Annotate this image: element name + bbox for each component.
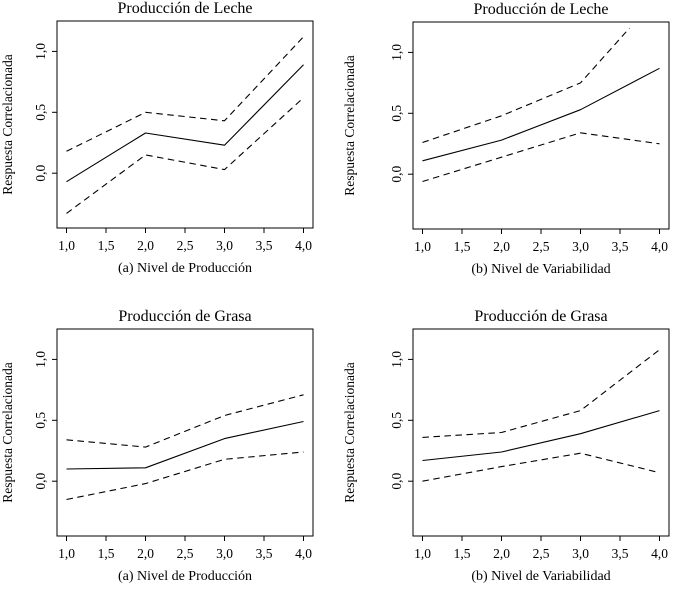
x-tick-label: 3,0 (572, 239, 589, 254)
chart-title: Producción de Leche (473, 1, 608, 18)
x-tick-label: 1,5 (454, 546, 471, 561)
series-central-estimate (66, 420, 304, 470)
series-lower-dashed-band (422, 452, 660, 482)
y-tick-label: 1,0 (33, 43, 48, 60)
x-tick-label: 2,0 (137, 546, 154, 561)
x-tick-label: 4,0 (295, 546, 312, 561)
x-tick-label: 2,5 (533, 239, 550, 254)
x-axis-label: (a) Nivel de Producción (118, 261, 252, 276)
x-tick-label: 2,0 (493, 546, 510, 561)
x-tick-label: 3,0 (216, 546, 233, 561)
chart-title: Producción de Grasa (474, 308, 607, 325)
y-tick-label: 0,0 (33, 165, 48, 182)
chart-canvas-bottom-right: Producción de Grasa 1,0 1,5 2,0 2,5 3,0 3,5 4,0… (344, 308, 670, 584)
series-upper-dashed-band (66, 394, 304, 448)
x-tick-label: 3,5 (256, 546, 273, 561)
y-tick-label: 0,5 (33, 412, 48, 429)
x-tick-label: 2,5 (177, 238, 194, 253)
x-tick-label: 4,0 (651, 546, 668, 561)
x-tick-label: 3,0 (216, 238, 233, 253)
x-axis-label: (a) Nivel de Producción (118, 569, 252, 584)
series-upper-dashed-band (422, 27, 630, 144)
x-axis-label: (b) Nivel de Variabilidad (471, 262, 610, 277)
series-upper-dashed-band (66, 36, 304, 152)
y-tick-label: 0,5 (389, 412, 404, 429)
series-central-estimate (422, 67, 660, 162)
y-tick-label: 0,5 (389, 105, 404, 122)
y-tick-label: 0,0 (389, 166, 404, 183)
x-tick-label: 1,5 (454, 239, 471, 254)
x-tick-label: 3,5 (612, 546, 629, 561)
x-tick-label: 1,0 (58, 546, 75, 561)
x-tick-label: 3,5 (612, 239, 629, 254)
plot-box (412, 21, 670, 230)
subplot-grasa-nivel-variabilidad: Producción de Grasa 1,0 1,5 2,0 2,5 3,0 3,5 4,0… (344, 298, 687, 595)
x-tick-label: 2,5 (177, 546, 194, 561)
plot-box (412, 328, 670, 537)
subplot-leche-nivel-variabilidad: Producción de Leche 1,0 1,5 2,0 2,5 3,0 3,5 4,0… (344, 0, 687, 297)
chart-canvas-bottom-left: Producción de Grasa 1,0 1,5 2,0 2,5 3,0 3,5 4,0… (0, 308, 314, 584)
x-tick-label: 3,0 (572, 546, 589, 561)
x-tick-label: 4,0 (651, 239, 668, 254)
y-axis-label: Respuesta Correlacionada (344, 55, 357, 196)
y-axis-label: Respuesta Correlacionada (0, 362, 15, 503)
series-upper-dashed-band (422, 349, 660, 438)
x-tick-label: 3,5 (256, 238, 273, 253)
chart-title: Producción de Leche (117, 0, 252, 17)
x-tick-label: 2,0 (137, 238, 154, 253)
x-tick-label: 1,0 (58, 238, 75, 253)
series-lower-dashed-band (66, 97, 304, 214)
x-axis-label: (b) Nivel de Variabilidad (471, 569, 610, 584)
y-tick-label: 0,5 (33, 104, 48, 121)
series-central-estimate (422, 410, 660, 462)
subplot-grasa-nivel-produccion: Producción de Grasa 1,0 1,5 2,0 2,5 3,0 3,5 4,0… (0, 298, 343, 595)
chart-canvas-top-left: Producción de Leche 1,0 1,5 2,0 2,5 3,0 3,5 4,0… (0, 0, 314, 276)
series-lower-dashed-band (422, 132, 660, 183)
plot-box (56, 328, 314, 537)
x-tick-label: 2,5 (533, 546, 550, 561)
chart-title: Producción de Grasa (118, 308, 251, 325)
y-tick-label: 1,0 (389, 44, 404, 61)
y-axis-label: Respuesta Correlacionada (0, 54, 15, 195)
series-central-estimate (66, 64, 304, 183)
x-tick-label: 4,0 (295, 238, 312, 253)
y-axis-label: Respuesta Correlacionada (344, 362, 357, 503)
x-tick-label: 2,0 (493, 239, 510, 254)
y-tick-label: 0,0 (33, 473, 48, 490)
y-tick-label: 0,0 (389, 473, 404, 490)
y-tick-label: 1,0 (33, 351, 48, 368)
x-tick-label: 1,5 (98, 546, 115, 561)
subplot-leche-nivel-produccion: Producción de Leche 1,0 1,5 2,0 2,5 3,0 3,5 4,0… (0, 0, 343, 297)
x-tick-label: 1,5 (98, 238, 115, 253)
x-tick-label: 1,0 (414, 239, 431, 254)
y-tick-label: 1,0 (389, 351, 404, 368)
chart-canvas-top-right: Producción de Leche 1,0 1,5 2,0 2,5 3,0 3,5 4,0… (344, 1, 670, 277)
x-tick-label: 1,0 (414, 546, 431, 561)
series-lower-dashed-band (66, 451, 304, 501)
